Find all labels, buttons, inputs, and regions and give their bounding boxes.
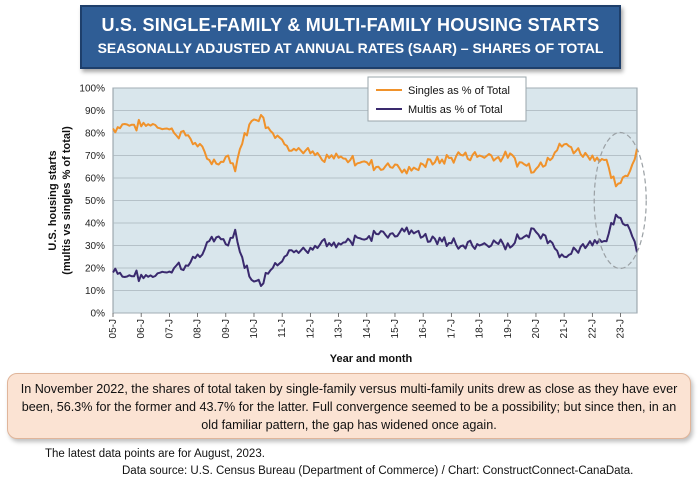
y-axis-label-line: (multis vs singles % of total) — [61, 126, 73, 275]
x-tick-label: 16-J — [418, 319, 429, 338]
x-tick-label: 17-J — [446, 319, 457, 338]
y-axis-label-line: U.S. housing starts — [47, 150, 59, 250]
x-tick-label: 10-J — [249, 319, 260, 338]
chart-title: U.S. SINGLE-FAMILY & MULTI-FAMILY HOUSIN… — [101, 15, 600, 35]
legend-label: Singles as % of Total — [408, 85, 510, 97]
x-tick-label: 05-J — [108, 319, 119, 338]
x-tick-label: 08-J — [193, 319, 204, 338]
x-tick-label: 12-J — [305, 319, 316, 338]
x-tick-label: 22-J — [587, 319, 598, 338]
chart-subtitle: SEASONALLY ADJUSTED AT ANNUAL RATES (SAA… — [97, 40, 604, 56]
x-tick-label: 20-J — [531, 319, 542, 338]
x-tick-label: 21-J — [559, 319, 570, 338]
x-tick-label: 19-J — [503, 319, 514, 338]
x-tick-label: 18-J — [475, 319, 486, 338]
latest-data-footnote: The latest data points are for August, 2… — [45, 448, 265, 460]
housing-starts-line-chart: 0% 10% 20% 30% 40% 50% 60% 70% 80% 90% 100% 05-J 06… — [47, 76, 647, 365]
x-tick-label: 09-J — [221, 319, 232, 338]
chart-title-banner: U.S. SINGLE-FAMILY & MULTI-FAMILY HOUSIN… — [80, 5, 621, 69]
y-tick-label: 90% — [85, 106, 105, 117]
y-axis-ticks: 0% 10% 20% 30% 40% 50% 60% 70% 80% 90% 100% — [79, 84, 105, 320]
legend: Singles as % of Total Multis as % of Tota… — [367, 76, 527, 122]
x-axis-label: Year and month — [330, 353, 413, 365]
y-tick-label: 50% — [85, 196, 105, 207]
y-tick-label: 100% — [79, 84, 105, 95]
x-tick-label: 14-J — [362, 319, 373, 338]
x-tick-label: 07-J — [164, 319, 175, 338]
multis-series-line — [112, 213, 638, 287]
singles-series-line — [112, 114, 638, 188]
y-tick-label: 40% — [85, 219, 105, 230]
y-axis-label: U.S. housing starts (multis vs singles % … — [47, 126, 73, 275]
x-tick-label: 23-J — [616, 319, 627, 338]
gridlines — [113, 87, 637, 314]
y-tick-label: 10% — [85, 286, 105, 297]
annotation-box: In November 2022, the shares of total ta… — [7, 373, 691, 439]
series-lines — [112, 114, 638, 287]
x-tick-label: 06-J — [136, 319, 147, 338]
y-tick-label: 0% — [91, 309, 106, 320]
y-tick-label: 30% — [85, 241, 105, 252]
y-tick-label: 70% — [85, 151, 105, 162]
y-tick-label: 20% — [85, 264, 105, 275]
x-tick-label: 15-J — [390, 319, 401, 338]
x-tick-label: 11-J — [277, 319, 288, 338]
convergence-highlight-ellipse — [593, 131, 647, 270]
legend-box — [367, 76, 527, 122]
x-axis-ticks: 05-J 06-J 07-J 08-J 09-J 10-J 11-J 12-J 13-J 14-J… — [108, 313, 627, 338]
x-tick-label: 13-J — [334, 319, 345, 338]
data-source-credit: Data source: U.S. Census Bureau (Departm… — [122, 465, 634, 477]
y-tick-label: 80% — [85, 129, 105, 140]
y-tick-label: 60% — [85, 174, 105, 185]
annotation-text: In November 2022, the shares of total ta… — [20, 382, 678, 432]
legend-label: Multis as % of Total — [408, 104, 503, 116]
